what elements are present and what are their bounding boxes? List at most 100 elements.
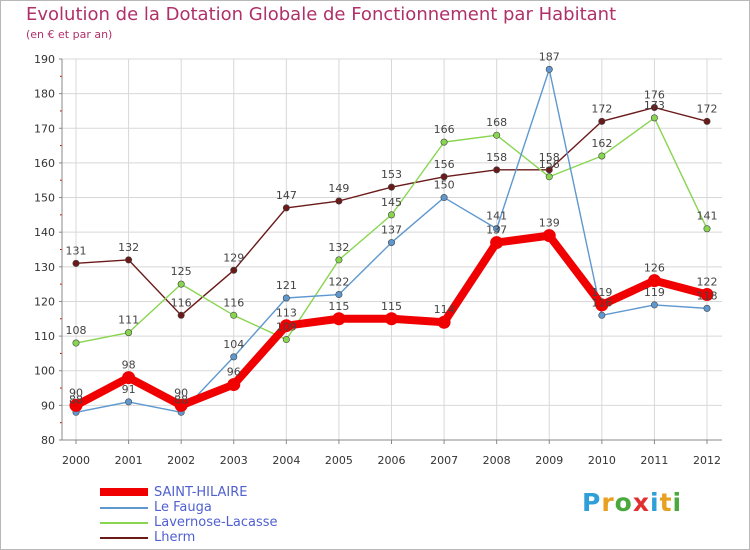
- data-point-lavernose-lacasse: [440, 138, 448, 146]
- data-point-lherm: [598, 117, 606, 125]
- data-point-saint-hilaire: [174, 398, 188, 412]
- y-tick-label: 180: [34, 88, 55, 101]
- data-label-le-fauga: 150: [434, 179, 455, 192]
- data-point-saint-hilaire: [595, 298, 609, 312]
- data-label-le-fauga: 91: [122, 383, 136, 396]
- data-point-lavernose-lacasse: [493, 131, 501, 139]
- legend-swatch-saint-hilaire: [100, 488, 148, 496]
- x-tick-label: 2000: [62, 454, 90, 467]
- data-label-saint-hilaire: 96: [227, 366, 241, 379]
- x-tick-label: 2002: [167, 454, 195, 467]
- data-label-lavernose-lacasse: 156: [539, 158, 560, 171]
- data-label-le-fauga: 119: [644, 286, 665, 299]
- legend-label-saint-hilaire: SAINT-HILAIRE: [154, 485, 248, 500]
- data-point-lherm: [545, 166, 553, 174]
- logo-letter: o: [614, 488, 633, 517]
- data-point-lavernose-lacasse: [650, 114, 658, 122]
- y-tick-label: 90: [41, 399, 55, 412]
- y-tick-label: 80: [41, 434, 55, 447]
- data-label-saint-hilaire: 119: [591, 286, 612, 299]
- data-point-lherm: [72, 259, 80, 267]
- data-label-lherm: 176: [644, 88, 665, 101]
- data-label-saint-hilaire: 113: [276, 307, 297, 320]
- data-point-saint-hilaire: [122, 371, 136, 385]
- data-label-saint-hilaire: 90: [69, 386, 83, 399]
- data-point-lavernose-lacasse: [598, 152, 606, 160]
- y-tick-label: 150: [34, 192, 55, 205]
- data-point-lherm: [335, 197, 343, 205]
- legend-item-le-fauga: Le Fauga: [100, 500, 400, 515]
- logo-letter: i: [672, 488, 683, 517]
- legend-item-lherm: Lherm: [100, 530, 400, 545]
- data-point-lavernose-lacasse: [703, 225, 711, 233]
- data-point-lherm: [650, 103, 658, 111]
- data-label-saint-hilaire: 115: [328, 300, 349, 313]
- data-point-lavernose-lacasse: [125, 329, 133, 337]
- data-point-saint-hilaire: [542, 229, 556, 243]
- logo-letter: t: [659, 488, 673, 517]
- data-label-le-fauga: 118: [697, 289, 718, 302]
- data-point-lherm: [703, 117, 711, 125]
- legend: SAINT-HILAIRE Le Fauga Lavernose-Lacasse…: [100, 485, 400, 545]
- data-label-saint-hilaire: 90: [174, 386, 188, 399]
- data-label-saint-hilaire: 98: [122, 359, 136, 372]
- data-point-le-fauga: [598, 311, 606, 319]
- data-point-saint-hilaire: [647, 274, 661, 288]
- data-point-lherm: [282, 204, 290, 212]
- data-point-le-fauga: [387, 239, 395, 247]
- legend-swatch-lavernose-lacasse: [100, 522, 148, 524]
- data-label-le-fauga: 137: [381, 224, 402, 237]
- data-point-lavernose-lacasse: [335, 256, 343, 264]
- data-label-saint-hilaire: 122: [697, 276, 718, 289]
- y-tick-label: 100: [34, 365, 55, 378]
- x-tick-label: 2010: [588, 454, 616, 467]
- data-point-le-fauga: [230, 353, 238, 361]
- y-tick-label: 140: [34, 226, 55, 239]
- y-tick-label: 170: [34, 122, 55, 135]
- logo-letter: r: [601, 488, 615, 517]
- data-point-saint-hilaire: [700, 288, 714, 302]
- data-point-saint-hilaire: [385, 312, 398, 326]
- data-point-le-fauga: [335, 291, 343, 299]
- data-point-saint-hilaire: [69, 398, 83, 412]
- x-tick-label: 2003: [220, 454, 248, 467]
- data-label-le-fauga: 88: [174, 393, 188, 406]
- data-label-le-fauga: 104: [223, 338, 244, 351]
- data-point-le-fauga: [440, 194, 448, 202]
- data-label-le-fauga: 122: [328, 276, 349, 289]
- y-tick-label: 110: [34, 330, 55, 343]
- y-tick-label: 160: [34, 157, 55, 170]
- legend-item-saint-hilaire: SAINT-HILAIRE: [100, 485, 400, 500]
- data-label-lavernose-lacasse: 116: [223, 296, 244, 309]
- legend-item-lavernose-lacasse: Lavernose-Lacasse: [100, 515, 400, 530]
- data-label-lavernose-lacasse: 168: [486, 116, 507, 129]
- data-point-le-fauga: [545, 65, 553, 73]
- data-point-le-fauga: [125, 398, 133, 406]
- proxiti-logo: Proxiti: [582, 488, 682, 517]
- data-label-lherm: 131: [66, 244, 87, 257]
- data-point-lherm: [387, 183, 395, 191]
- legend-label-le-fauga: Le Fauga: [154, 500, 212, 515]
- data-point-le-fauga: [493, 225, 501, 233]
- data-point-saint-hilaire: [227, 378, 241, 392]
- data-label-lavernose-lacasse: 173: [644, 99, 665, 112]
- data-point-lavernose-lacasse: [282, 336, 290, 344]
- data-label-le-fauga: 187: [539, 50, 560, 63]
- data-label-lherm: 156: [434, 158, 455, 171]
- data-label-le-fauga: 121: [276, 279, 297, 292]
- data-point-lherm: [493, 166, 501, 174]
- x-tick-label: 2011: [640, 454, 668, 467]
- data-label-saint-hilaire: 137: [486, 224, 507, 237]
- data-label-le-fauga: 116: [591, 296, 612, 309]
- data-label-lherm: 158: [539, 151, 560, 164]
- data-label-le-fauga: 88: [69, 393, 83, 406]
- data-label-lherm: 129: [223, 251, 244, 264]
- data-point-lherm: [177, 311, 185, 319]
- data-point-lavernose-lacasse: [72, 339, 80, 347]
- data-label-lherm: 172: [591, 102, 612, 115]
- data-point-lavernose-lacasse: [230, 311, 238, 319]
- data-point-saint-hilaire: [332, 312, 346, 326]
- data-label-saint-hilaire: 115: [381, 300, 402, 313]
